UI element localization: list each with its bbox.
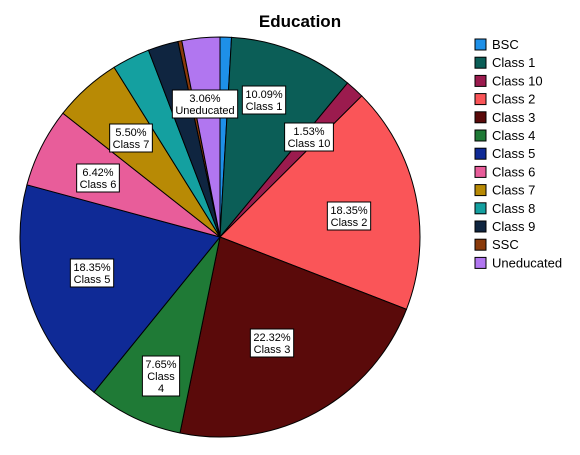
legend-swatch-class-3 — [474, 111, 487, 124]
data-label-text: Class 5 — [74, 274, 111, 286]
data-label-class-5: 18.35%Class 5 — [69, 258, 115, 288]
data-label-box — [141, 355, 181, 397]
data-label-text: 18.35% — [330, 205, 368, 217]
legend-swatch-class-1 — [474, 56, 487, 69]
legend-label-class-6: Class 6 — [492, 164, 535, 179]
legend-label-class-8: Class 8 — [492, 201, 535, 216]
data-label-class-2: 18.35%Class 2 — [326, 201, 372, 231]
legend-label-class-4: Class 4 — [492, 128, 535, 143]
data-label-box — [249, 328, 295, 358]
legend-label-uneducated: Uneducated — [492, 255, 562, 270]
pie-slice-uneducated — [181, 36, 221, 238]
data-label-uneducated: 3.06%Uneducated — [171, 89, 239, 119]
data-label-box — [69, 258, 115, 288]
legend-label-bsc: BSC — [492, 37, 519, 52]
legend-swatch-bsc — [474, 38, 487, 51]
data-label-box — [76, 163, 120, 193]
data-label-class-1: 10.09%Class 1 — [241, 85, 287, 115]
legend-label-class-5: Class 5 — [492, 146, 535, 161]
data-label-text: 22.32% — [253, 332, 291, 344]
legend-label-ssc: SSC — [492, 237, 519, 252]
pie-slice-class-4 — [93, 236, 221, 434]
legend-swatch-class-5 — [474, 147, 487, 160]
data-label-box — [326, 201, 372, 231]
legend-swatch-class-9 — [474, 220, 487, 233]
legend-swatch-class-2 — [474, 93, 487, 106]
data-label-text: Class 7 — [113, 139, 150, 151]
data-label-class-10: 1.53%Class 10 — [284, 122, 334, 152]
data-label-text: 1.53% — [293, 126, 324, 138]
legend-label-class-2: Class 2 — [492, 92, 535, 107]
data-label-text: Class — [147, 371, 175, 383]
data-label-text: 18.35% — [73, 262, 111, 274]
legend-label-class-9: Class 9 — [492, 219, 535, 234]
legend-swatch-class-10 — [474, 74, 487, 87]
legend-swatch-class-8 — [474, 202, 487, 215]
data-label-text: Class 10 — [288, 138, 331, 150]
legend-swatch-class-4 — [474, 129, 487, 142]
legend-swatch-ssc — [474, 238, 487, 251]
chart-title: Education — [259, 12, 341, 31]
data-label-text: Class 2 — [331, 217, 368, 229]
data-label-text: Class 3 — [254, 344, 291, 356]
data-label-text: Uneducated — [175, 105, 234, 117]
data-label-text: 7.65% — [145, 359, 176, 371]
pie-slice-class-5 — [19, 184, 221, 393]
data-label-box — [171, 89, 239, 119]
legend-label-class-7: Class 7 — [492, 183, 535, 198]
data-label-box — [284, 122, 334, 152]
data-label-text: 6.42% — [82, 167, 113, 179]
legend-swatch-class-7 — [474, 184, 487, 197]
data-label-box — [241, 85, 287, 115]
data-label-text: 4 — [158, 383, 164, 395]
legend-label-class-10: Class 10 — [492, 73, 543, 88]
data-label-text: 3.06% — [189, 93, 220, 105]
legend-swatch-uneducated — [474, 256, 487, 269]
legend-swatch-class-6 — [474, 165, 487, 178]
data-label-text: Class 1 — [246, 101, 283, 113]
data-label-class-6: 6.42%Class 6 — [76, 163, 120, 193]
legend-label-class-1: Class 1 — [492, 55, 535, 70]
data-label-text: Class 6 — [80, 179, 117, 191]
data-label-box — [109, 123, 153, 153]
data-label-text: 10.09% — [245, 89, 283, 101]
data-label-text: 5.50% — [115, 127, 146, 139]
legend-label-class-3: Class 3 — [492, 110, 535, 125]
legend: BSC Class 1 Class 10 Class 2 Class 3 Class 4 C… — [474, 37, 562, 270]
data-label-class-3: 22.32%Class 3 — [249, 328, 295, 358]
data-label-class-7: 5.50%Class 7 — [109, 123, 153, 153]
